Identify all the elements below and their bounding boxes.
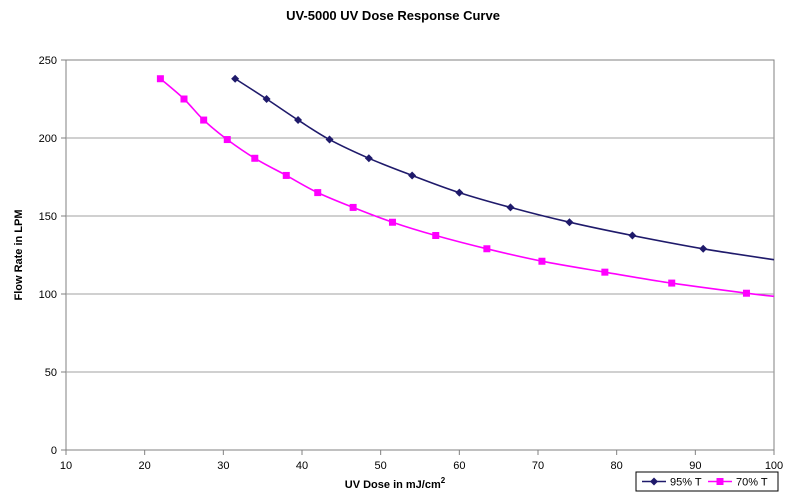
- x-tick-label-70: 70: [532, 460, 544, 472]
- legend-marker-series-70-t: [716, 478, 724, 485]
- series-95-t-point-2: [294, 116, 303, 125]
- x-tick-label-20: 20: [139, 460, 151, 472]
- series-70-t-point-14: [742, 289, 750, 297]
- series-70-t-point-2: [200, 116, 208, 124]
- legend-label-series-70-t: 70% T: [736, 477, 768, 489]
- x-tick-label-100: 100: [765, 460, 783, 472]
- x-tick-label-50: 50: [375, 460, 387, 472]
- x-tick-label-10: 10: [60, 460, 72, 472]
- x-tick-label-40: 40: [296, 460, 308, 472]
- series-70-t-point-9: [432, 232, 440, 239]
- series-70-t-point-5: [282, 171, 290, 179]
- series-70-t-point-13: [668, 279, 676, 287]
- series-70-t-point-12: [601, 268, 609, 276]
- series-70-t-point-6: [314, 189, 322, 197]
- legend-marker-series-95-t: [650, 477, 658, 486]
- y-tick-label-250: 250: [39, 55, 57, 67]
- legend-box: [635, 471, 779, 492]
- series-95-t: [231, 74, 775, 261]
- x-axis-title: UV Dose in mJ/cm2: [345, 476, 446, 491]
- series-95-t-point-0: [231, 74, 240, 83]
- y-tick-label-50: 50: [45, 367, 57, 379]
- series-70-t-point-11: [538, 257, 546, 265]
- series-95-t-point-10: [699, 244, 708, 253]
- series-95-t-point-6: [455, 188, 464, 197]
- series-70-t-line: [159, 78, 775, 298]
- series-95-t-point-4: [364, 154, 373, 163]
- series-70-t-point-7: [349, 203, 357, 211]
- series-70-t-point-8: [388, 218, 396, 226]
- series-70-t-point-3: [223, 136, 231, 144]
- x-axis-ticks: 10 20 30 40 50 60 70 80 90 100: [60, 450, 783, 472]
- y-axis-title: Flow Rate in LPM: [13, 209, 25, 300]
- y-tick-label-150: 150: [39, 211, 57, 223]
- series-95-t-point-3: [325, 135, 334, 144]
- series-95-t-point-7: [506, 203, 515, 212]
- gridlines: [66, 137, 774, 373]
- y-tick-label-200: 200: [39, 133, 57, 145]
- y-tick-label-100: 100: [39, 289, 57, 301]
- series-95-t-point-1: [262, 95, 271, 103]
- legend: 95% T 70% T: [635, 471, 779, 492]
- series-95-t-point-8: [565, 218, 574, 227]
- x-tick-label-30: 30: [217, 460, 229, 472]
- y-tick-label-0: 0: [51, 445, 57, 457]
- x-tick-label-80: 80: [611, 460, 623, 472]
- series-70-t-point-4: [251, 154, 259, 162]
- series-70-t-point-0: [156, 75, 164, 83]
- series-70-t: [156, 75, 775, 298]
- x-tick-label-60: 60: [453, 460, 465, 472]
- legend-label-series-95-t: 95% T: [670, 477, 702, 489]
- x-axis-title-superscript: 2: [441, 476, 446, 485]
- series-95-t-point-5: [408, 171, 417, 180]
- series-70-t-point-10: [483, 245, 491, 253]
- series-layer: [156, 74, 775, 298]
- y-axis-ticks: 0 50 100 150 200 250: [39, 55, 66, 457]
- series-95-t-point-9: [628, 231, 637, 240]
- chart-title: UV-5000 UV Dose Response Curve: [286, 8, 500, 23]
- plot-area: [65, 59, 775, 451]
- x-tick-label-90: 90: [689, 460, 701, 472]
- series-70-t-point-1: [180, 95, 188, 103]
- x-axis-title-text: UV Dose in mJ/cm: [345, 479, 441, 491]
